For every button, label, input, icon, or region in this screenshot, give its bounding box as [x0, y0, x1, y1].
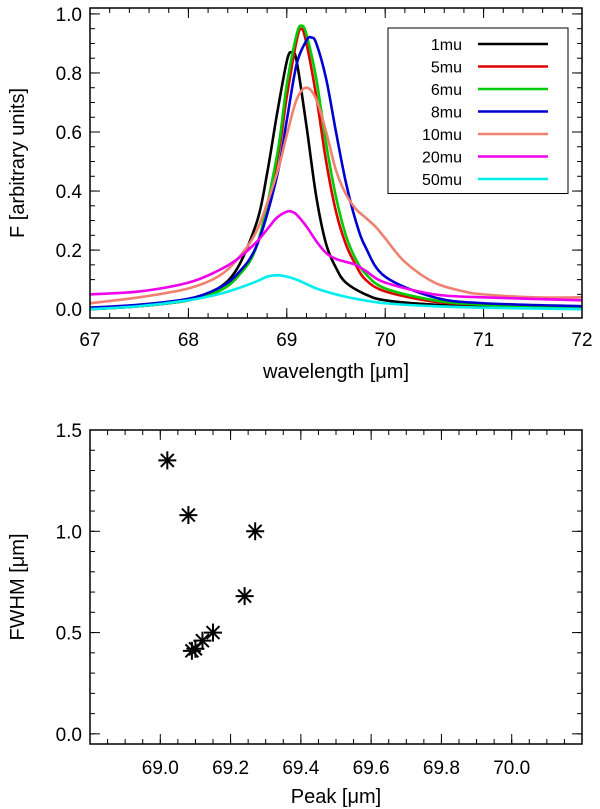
x-tick-label: 69.6	[353, 758, 390, 779]
data-point	[179, 506, 198, 525]
legend-label-20mu: 20mu	[422, 150, 462, 167]
series-line-6mu	[89, 24, 583, 311]
fwhm-ticks	[89, 429, 583, 744]
fwhm-tick-labels: 69.0 69.2 69.4 69.6 69.8 70.0 0.0 0.5 1.0 1.5	[56, 421, 531, 779]
data-point	[158, 451, 177, 470]
spectrum-plot-frame	[89, 7, 583, 319]
series-line-8mu	[89, 35, 583, 309]
y-tick-label: 0.5	[56, 624, 82, 645]
data-point	[246, 522, 265, 541]
legend-label-1mu: 1mu	[431, 37, 462, 54]
fwhm-points	[158, 451, 265, 660]
data-point	[204, 623, 222, 642]
y-tick-label: 0.2	[56, 241, 82, 262]
y-tick-label: 1.5	[56, 421, 82, 442]
y-tick-label: 0.6	[56, 123, 82, 144]
spectrum-chart: 67 68 69 70 71 72 0.0 0.2 0.4 0.6 0.8 1.0 wavelengt…	[7, 5, 593, 383]
y-tick-label: 0.0	[56, 725, 82, 746]
asterisk-stroke	[160, 453, 175, 468]
legend-label-6mu: 6mu	[431, 82, 462, 99]
spectrum-x-axis-title: wavelength [μm]	[262, 361, 409, 383]
asterisk-stroke	[205, 625, 221, 640]
x-tick-label: 67	[79, 330, 100, 351]
asterisk-stroke	[188, 641, 203, 656]
spectrum-legend: 1mu 5mu 6mu 8mu 10mu 20mu 50mu	[387, 27, 569, 194]
x-tick-label: 69.4	[282, 758, 319, 779]
legend-label-10mu: 10mu	[422, 127, 462, 144]
y-tick-label: 0.8	[56, 64, 82, 85]
y-tick-label: 0.4	[56, 182, 83, 203]
series-line-20mu	[89, 209, 583, 302]
asterisk-stroke	[181, 507, 196, 523]
spectrum-y-axis-title: F [arbitrary units]	[7, 88, 29, 238]
y-tick-label: 1.0	[56, 5, 82, 26]
data-point	[235, 587, 254, 606]
x-tick-label: 71	[473, 330, 494, 351]
x-tick-label: 72	[571, 330, 592, 351]
spectrum-lines	[89, 24, 583, 311]
asterisk-stroke	[237, 588, 252, 604]
x-tick-label: 70	[375, 330, 396, 351]
spectrum-tick-labels: 67 68 69 70 71 72 0.0 0.2 0.4 0.6 0.8 1.0	[56, 5, 593, 351]
y-tick-label: 1.0	[56, 522, 82, 543]
x-tick-label: 69.8	[423, 758, 460, 779]
fwhm-y-axis-title: FWHM [μm]	[7, 533, 29, 640]
x-tick-label: 68	[178, 330, 199, 351]
legend-label-8mu: 8mu	[431, 105, 462, 122]
fwhm-plot-frame	[89, 429, 583, 745]
y-tick-label: 0.0	[56, 300, 82, 321]
data-point	[186, 639, 205, 658]
fwhm-chart: 69.0 69.2 69.4 69.6 69.8 70.0 0.0 0.5 1.0 1.5 Pea…	[7, 421, 583, 808]
x-tick-label: 69	[276, 330, 297, 351]
x-tick-label: 69.2	[212, 758, 249, 779]
fwhm-x-axis-title: Peak [μm]	[291, 786, 381, 808]
x-tick-label: 70.0	[493, 758, 530, 779]
x-tick-label: 69.0	[142, 758, 179, 779]
legend-label-50mu: 50mu	[422, 172, 462, 189]
series-line-50mu	[89, 273, 583, 311]
asterisk-stroke	[247, 524, 263, 539]
legend-label-5mu: 5mu	[431, 60, 462, 77]
